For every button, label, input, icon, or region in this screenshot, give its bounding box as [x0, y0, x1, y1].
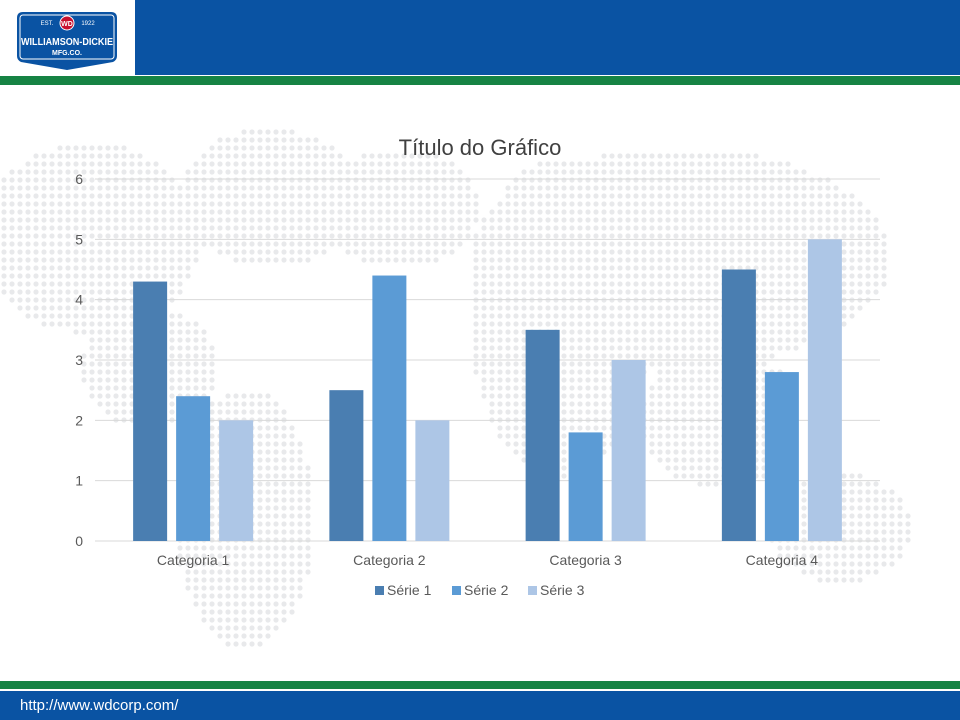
bar-2-3 [568, 432, 603, 541]
chart-title: Título do Gráfico [399, 135, 562, 160]
y-tick-label: 2 [75, 412, 83, 428]
logo-monogram: WD [61, 21, 73, 28]
legend-swatch [528, 586, 537, 595]
header-bar [135, 0, 960, 75]
footer-url-link[interactable]: http://www.wdcorp.com/ [20, 697, 179, 714]
bar-2-2 [372, 275, 407, 541]
bar-3-1 [219, 420, 254, 541]
chart-bars [133, 239, 842, 542]
x-axis-ticks: Categoria 1 Categoria 2 Categoria 3 Categor… [157, 552, 818, 568]
header-accent-stripe [0, 76, 960, 85]
legend-swatch [375, 586, 384, 595]
chart-legend: Série 1 Série 2 Série 3 [375, 582, 585, 598]
y-tick-label: 6 [75, 171, 83, 187]
logo-name: WILLIAMSON-DICKIE [21, 36, 113, 48]
y-tick-label: 4 [75, 292, 83, 308]
y-tick-label: 5 [75, 231, 83, 247]
footer-bar [0, 691, 960, 720]
bar-3-2 [415, 420, 450, 541]
bar-3-4 [807, 239, 842, 542]
legend-label: Série 3 [540, 582, 585, 598]
legend-label: Série 1 [387, 582, 432, 598]
y-tick-label: 3 [75, 352, 83, 368]
williamson-dickie-logo: WD EST. 1922 WILLIAMSON-DICKIE MFG.CO. [17, 12, 117, 70]
bar-1-2 [329, 390, 364, 541]
x-tick-label: Categoria 4 [746, 552, 819, 568]
x-tick-label: Categoria 1 [157, 552, 230, 568]
legend-swatch [452, 586, 461, 595]
bar-1-1 [133, 281, 168, 541]
x-tick-label: Categoria 2 [353, 552, 426, 568]
y-tick-label: 0 [75, 533, 83, 549]
chart-gridlines [95, 178, 880, 542]
bar-1-4 [721, 269, 756, 541]
logo-sub: MFG.CO. [52, 50, 82, 57]
logo-est: EST. [41, 21, 54, 27]
y-axis-ticks: 0 1 2 3 4 5 6 [75, 171, 83, 549]
bar-2-1 [176, 396, 211, 541]
footer-accent-stripe [0, 681, 960, 689]
y-tick-label: 1 [75, 473, 83, 489]
logo-year: 1922 [81, 21, 95, 27]
legend-label: Série 2 [464, 582, 509, 598]
x-tick-label: Categoria 3 [549, 552, 622, 568]
bar-3-3 [611, 360, 646, 541]
bar-2-4 [764, 372, 799, 541]
bar-1-3 [525, 329, 560, 541]
